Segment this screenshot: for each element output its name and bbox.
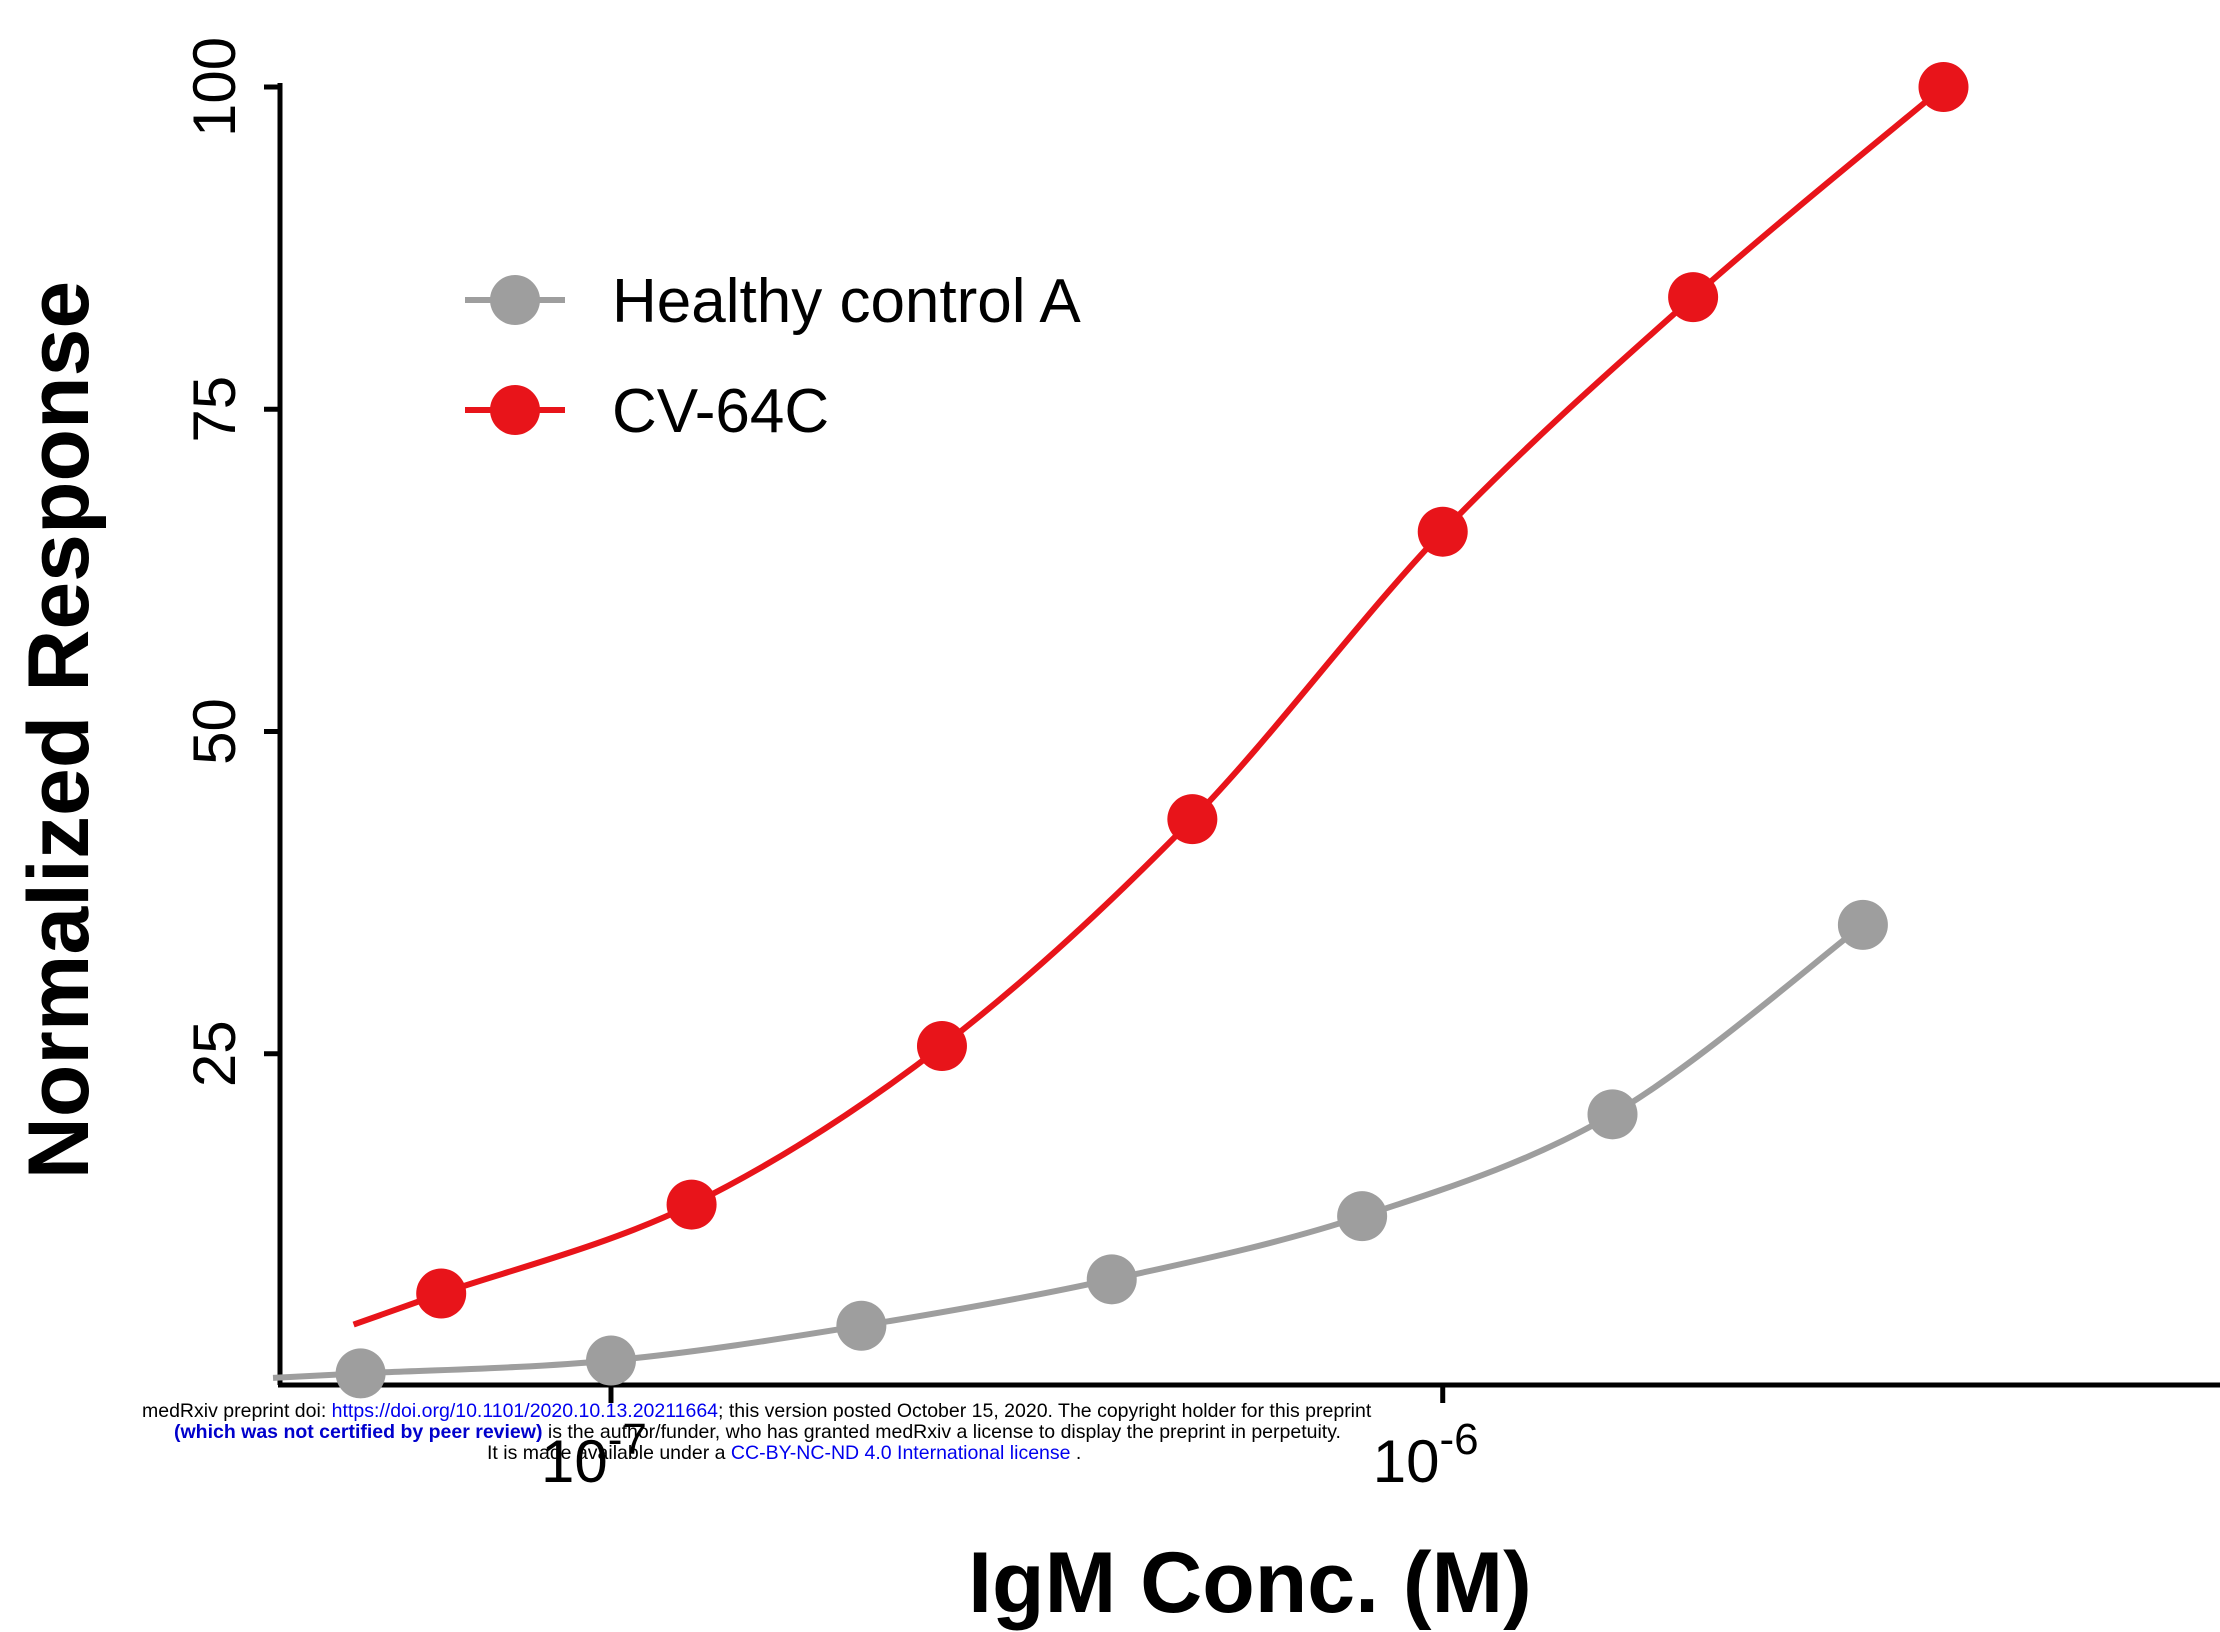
watermark-text: ; this version posted October 15, 2020. … bbox=[718, 1400, 1372, 1422]
data-point bbox=[1668, 272, 1719, 323]
watermark-text: . bbox=[1070, 1442, 1082, 1464]
watermark-line-2: (which was not certified by peer review)… bbox=[174, 1422, 1341, 1443]
data-point bbox=[1587, 1089, 1638, 1140]
data-point bbox=[1167, 794, 1218, 845]
doi-link[interactable]: https://doi.org/10.1101/2020.10.13.20211… bbox=[331, 1400, 719, 1422]
y-tick-label: 100 bbox=[181, 37, 248, 137]
data-point bbox=[1918, 62, 1969, 112]
data-point bbox=[666, 1179, 717, 1230]
watermark-text: medRxiv preprint doi: bbox=[142, 1400, 332, 1422]
curve-cv-64c bbox=[352, 84, 1946, 1328]
y-tick-label: 50 bbox=[181, 698, 248, 765]
data-point bbox=[836, 1300, 887, 1351]
legend-swatch-marker bbox=[490, 385, 540, 435]
x-tick-label: 10-6 bbox=[1373, 1415, 1479, 1495]
x-ticks: 10-7 10-6 bbox=[541, 1385, 1479, 1495]
x-tick-label: 10-7 bbox=[541, 1415, 647, 1495]
y-ticks: 25 50 75 100 bbox=[181, 37, 280, 1087]
data-point bbox=[1337, 1191, 1388, 1242]
x-axis-title: IgM Conc. (M) bbox=[968, 1535, 1532, 1631]
legend: Healthy control A CV-64C bbox=[465, 267, 1081, 446]
legend-label: Healthy control A bbox=[612, 267, 1081, 336]
y-axis-title: Normalized Response bbox=[11, 281, 107, 1179]
legend-swatch-marker bbox=[490, 275, 540, 325]
legend-label: CV-64C bbox=[612, 377, 829, 446]
data-point bbox=[416, 1268, 467, 1319]
watermark-line-3: It is made available under a CC-BY-NC-ND… bbox=[487, 1443, 1081, 1464]
watermark-text: is the author/funder, who has granted me… bbox=[542, 1421, 1341, 1443]
data-point bbox=[1417, 506, 1468, 557]
data-point bbox=[335, 1348, 386, 1399]
curve-healthy-control-a bbox=[272, 922, 1865, 1381]
legend-item-cv-64c: CV-64C bbox=[465, 377, 829, 446]
peer-review-link[interactable]: (which was not certified by peer review) bbox=[174, 1421, 543, 1443]
watermark-line-1: medRxiv preprint doi: https://doi.org/10… bbox=[142, 1401, 1371, 1422]
y-tick-label: 25 bbox=[181, 1020, 248, 1087]
data-point bbox=[1086, 1254, 1137, 1305]
legend-item-healthy-control-a: Healthy control A bbox=[465, 267, 1081, 336]
watermark-text: It is made available under a bbox=[487, 1442, 731, 1464]
data-point bbox=[585, 1335, 636, 1386]
license-link[interactable]: CC-BY-NC-ND 4.0 International license bbox=[730, 1442, 1071, 1464]
y-tick-label: 75 bbox=[181, 376, 248, 443]
data-point bbox=[1837, 899, 1888, 950]
data-point bbox=[916, 1021, 967, 1072]
axes bbox=[277, 83, 2220, 1388]
series-points bbox=[335, 62, 1969, 1399]
